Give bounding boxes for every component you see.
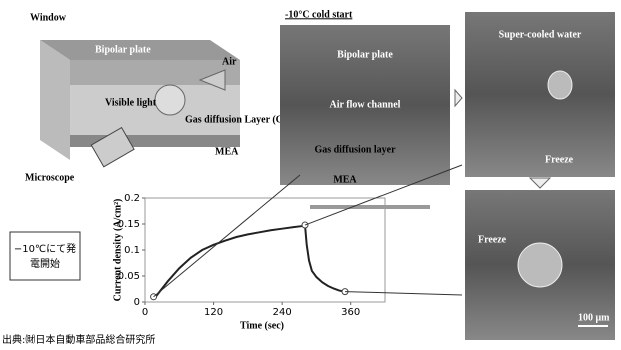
label: Freeze <box>478 234 507 245</box>
label: Microscope <box>25 172 75 183</box>
label: Air <box>222 56 237 67</box>
x-tick-label: 120 <box>204 307 223 318</box>
callout <box>345 292 462 295</box>
note-text: −10℃にて発電開始 <box>12 234 78 270</box>
callout <box>154 175 300 297</box>
x-tick-label: 360 <box>341 307 360 318</box>
y-tick-label: 0 <box>134 297 140 308</box>
label: Gas diffusion layer <box>314 144 396 155</box>
label: Air flow channel <box>330 99 401 110</box>
y-tick-label: 0.2 <box>124 193 140 204</box>
y-tick-label: 0.15 <box>118 219 140 230</box>
note: −10℃にて発電開始 <box>12 234 78 278</box>
droplet <box>548 71 572 99</box>
label: MEA <box>215 146 239 157</box>
droplet <box>518 243 562 287</box>
label: Visible light <box>105 97 157 108</box>
x-tick-label: 0 <box>142 307 148 318</box>
line <box>154 225 345 297</box>
y-axis-label: Current density (A/cm²) <box>112 199 123 302</box>
gray-band <box>310 205 430 209</box>
x-tick-label: 240 <box>273 307 292 318</box>
y-tick-label: 0.05 <box>118 271 140 282</box>
label: Super-cooled water <box>499 29 582 40</box>
label: Window <box>30 12 67 23</box>
photo-title: -10°C cold start <box>285 9 353 20</box>
arrow <box>530 178 550 188</box>
label: MEA <box>333 174 357 185</box>
label: Bipolar plate <box>95 44 151 55</box>
label: Bipolar plate <box>337 49 393 60</box>
label: Freeze <box>545 154 574 165</box>
plot-area <box>145 198 385 302</box>
y-tick-label: 0.1 <box>124 245 140 256</box>
scale-bar: 100 μm <box>578 312 610 323</box>
arrow <box>455 90 462 106</box>
figure: Window Bipolar plate Air Visible light G… <box>0 0 621 350</box>
source: 出典:㈶日本自動車部品総合研究所 <box>2 333 155 346</box>
x-axis-label: Time (sec) <box>240 320 284 331</box>
